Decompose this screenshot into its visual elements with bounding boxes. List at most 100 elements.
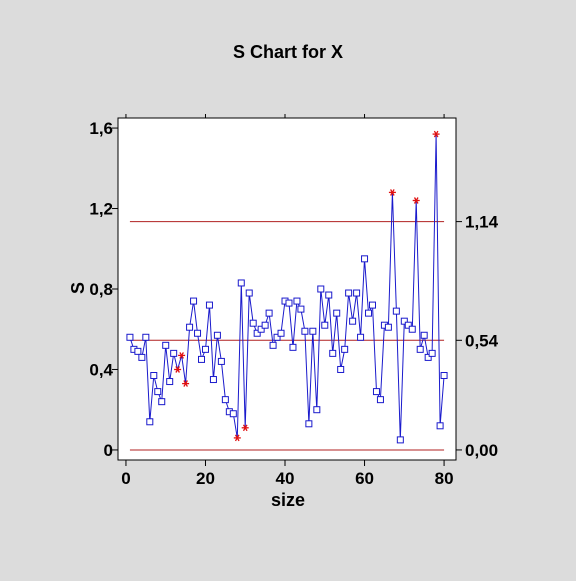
data-point: [237, 279, 245, 287]
data-point: [368, 301, 376, 309]
asterisk-stroke: [433, 130, 439, 138]
data-point: [229, 410, 237, 418]
out-of-control-point: [388, 189, 396, 196]
data-point: [201, 345, 209, 353]
data-point: [194, 329, 202, 337]
x-tick-label: 80: [435, 469, 454, 488]
data-point: [400, 317, 408, 325]
data-point: [305, 420, 313, 428]
ucl-label: 1,14: [465, 213, 499, 232]
data-point: [349, 317, 357, 325]
out-of-control-point: [233, 434, 241, 442]
plot-frame: [117, 117, 457, 461]
x-tick-label: 40: [276, 469, 295, 488]
data-point: [436, 422, 444, 430]
data-point: [166, 378, 174, 386]
data-point: [154, 388, 162, 396]
data-point: [249, 319, 257, 327]
data-point: [404, 321, 412, 329]
data-point: [170, 349, 178, 357]
data-point: [150, 372, 158, 380]
data-point: [273, 333, 281, 341]
data-point: [205, 301, 213, 309]
data-point: [384, 323, 392, 331]
lcl-label: 0,00: [465, 441, 498, 460]
chart-title: S Chart for X: [233, 42, 343, 62]
asterisk-stroke: [413, 197, 419, 204]
asterisk-stroke: [242, 424, 248, 432]
data-point: [297, 305, 305, 313]
data-point: [357, 333, 365, 341]
data-point: [416, 345, 424, 353]
y-axis-label: S: [68, 282, 88, 294]
y-tick-label: 1,6: [89, 119, 113, 138]
asterisk-stroke: [183, 380, 188, 387]
data-point: [253, 329, 261, 337]
data-point: [289, 343, 297, 351]
data-point: [217, 357, 225, 365]
data-point: [158, 398, 166, 406]
data-point: [333, 309, 341, 317]
data-point: [213, 331, 221, 339]
data-point: [428, 349, 436, 357]
data-point: [190, 297, 198, 305]
x-tick-label: 60: [355, 469, 374, 488]
out-of-control-point: [432, 130, 440, 138]
data-point: [313, 406, 321, 414]
data-point: [257, 325, 265, 333]
x-axis-label: size: [271, 490, 305, 510]
data-point: [345, 289, 353, 297]
data-point: [392, 307, 400, 315]
x-tick-label: 0: [121, 469, 130, 488]
data-point: [365, 309, 373, 317]
data-point: [317, 285, 325, 293]
data-point: [440, 372, 448, 380]
data-point: [285, 299, 293, 307]
asterisk-stroke: [175, 366, 180, 373]
x-tick-label: 20: [196, 469, 215, 488]
y-tick-label: 0,4: [89, 360, 113, 379]
out-of-control-point: [174, 366, 182, 373]
out-of-control-point: [178, 352, 186, 359]
out-of-control-point: [241, 424, 249, 432]
data-point: [408, 325, 416, 333]
asterisk-stroke: [179, 352, 184, 359]
y-tick-label: 0: [104, 441, 113, 460]
data-point: [301, 327, 309, 335]
data-point: [325, 291, 333, 299]
data-point: [424, 353, 432, 361]
data-point: [245, 289, 253, 297]
data-point: [265, 309, 273, 317]
data-point: [146, 418, 154, 426]
y-tick-label: 1,2: [89, 200, 113, 219]
data-point: [376, 396, 384, 404]
data-point: [341, 345, 349, 353]
data-point: [337, 365, 345, 373]
asterisk-stroke: [390, 189, 395, 196]
data-point: [261, 321, 269, 329]
data-point: [329, 349, 337, 357]
data-point: [321, 321, 329, 329]
plot-area: 0 20 40 60 80 0 0,4 0,8 1,2 1,6 1,14 0,54 0,00: [89, 114, 499, 488]
data-point: [309, 327, 317, 335]
data-point: [126, 333, 134, 341]
data-point: [353, 289, 361, 297]
data-point: [186, 323, 194, 331]
data-point: [198, 355, 206, 363]
data-point: [293, 297, 301, 305]
data-point: [138, 353, 146, 361]
out-of-control-point: [182, 380, 190, 387]
data-point: [372, 388, 380, 396]
data-point: [361, 255, 369, 263]
data-point: [277, 329, 285, 337]
data-point: [142, 333, 150, 341]
cl-label: 0,54: [465, 331, 499, 350]
data-point: [134, 347, 142, 355]
out-of-control-point: [412, 197, 420, 204]
y-tick-label: 0,8: [89, 280, 113, 299]
asterisk-stroke: [234, 434, 240, 442]
data-point: [209, 376, 217, 384]
data-point: [221, 396, 229, 404]
